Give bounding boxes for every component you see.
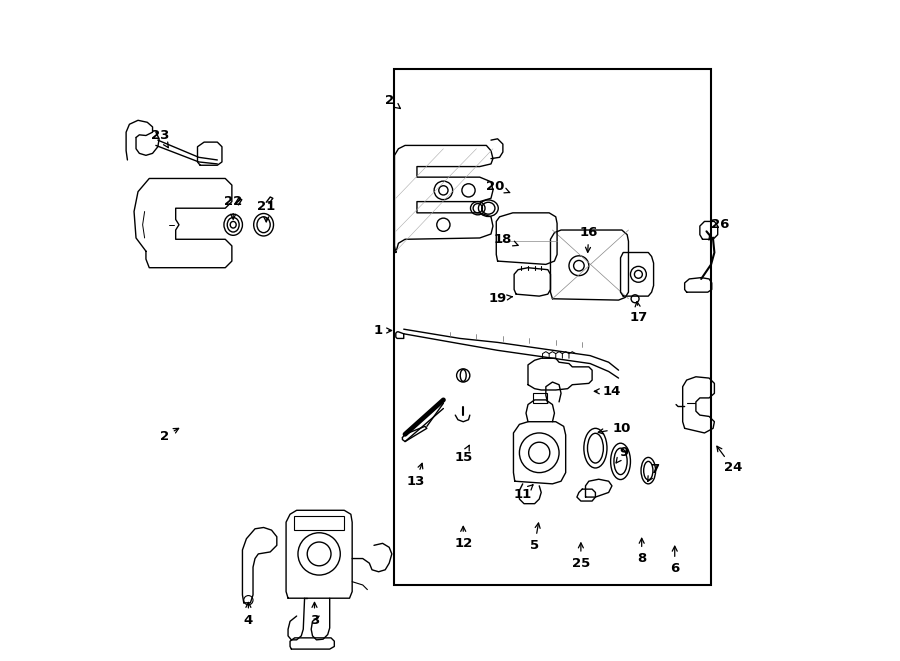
Text: 3: 3 (310, 602, 320, 627)
Text: 9: 9 (616, 446, 628, 463)
Text: 1: 1 (374, 324, 392, 337)
Text: 24: 24 (717, 446, 742, 475)
Text: 20: 20 (486, 180, 509, 193)
Text: 19: 19 (489, 292, 512, 305)
Text: 2: 2 (385, 94, 400, 108)
Text: 5: 5 (530, 523, 540, 552)
Bar (394, 69, 711, 585)
Text: 17: 17 (630, 301, 648, 324)
Text: 14: 14 (594, 385, 621, 398)
Bar (294, 516, 344, 530)
Text: 18: 18 (494, 233, 518, 246)
Text: 22: 22 (224, 195, 242, 219)
Text: 7: 7 (648, 463, 660, 481)
Text: 23: 23 (151, 129, 170, 147)
Text: 10: 10 (598, 422, 631, 435)
Text: 12: 12 (454, 526, 472, 550)
Text: 21: 21 (257, 200, 275, 222)
Text: 11: 11 (514, 485, 533, 501)
Text: 25: 25 (572, 543, 590, 570)
Text: 15: 15 (454, 446, 472, 464)
Text: 8: 8 (637, 538, 646, 565)
Text: 6: 6 (670, 546, 680, 575)
Text: 16: 16 (580, 226, 598, 253)
Text: 26: 26 (709, 218, 729, 240)
Text: 2: 2 (160, 428, 178, 443)
Text: 4: 4 (244, 602, 253, 627)
Text: 13: 13 (407, 463, 425, 488)
Bar (533, 393, 547, 403)
